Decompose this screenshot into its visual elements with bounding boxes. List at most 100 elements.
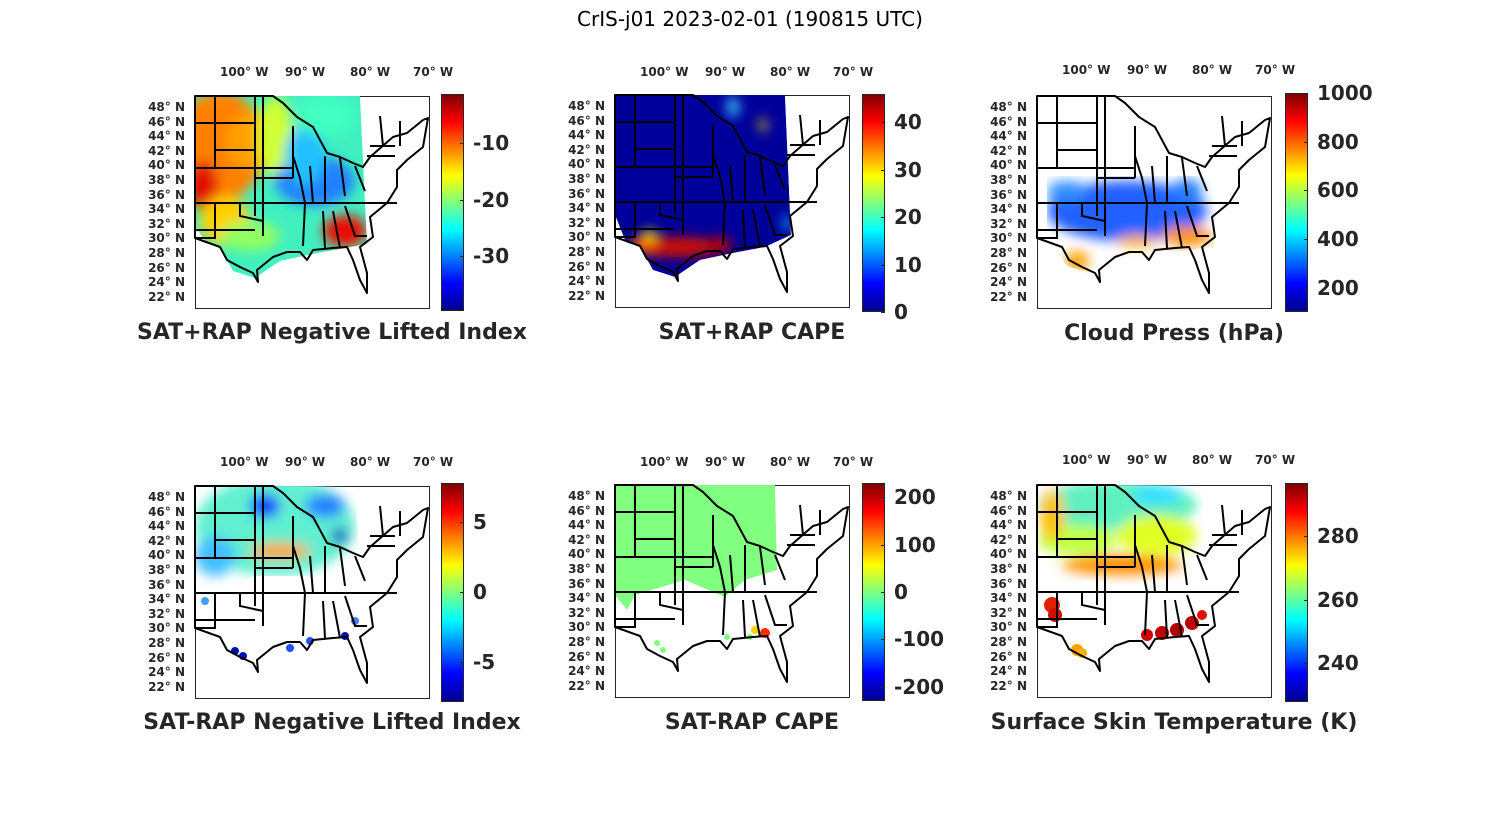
lat-tick-label: 26° N [568, 259, 605, 274]
state-border [1081, 592, 1106, 611]
colorbar-tick [1304, 599, 1308, 601]
lat-tick-label: 34° N [990, 591, 1027, 606]
data-blob [1047, 181, 1087, 201]
data-blob [295, 96, 355, 136]
lat-tick-label: 24° N [568, 664, 605, 679]
data-blob [323, 215, 367, 247]
lat-tick-label: 32° N [568, 215, 605, 230]
map-plot [1036, 95, 1271, 294]
state-border [774, 164, 786, 191]
state-border [339, 547, 346, 587]
lat-tick-label: 32° N [148, 216, 185, 231]
lat-tick-label: 36° N [568, 576, 605, 591]
lat-tick-label: 30° N [568, 230, 605, 245]
lat-tick-label: 44° N [148, 129, 185, 144]
panel-title: SAT+RAP CAPE [658, 320, 846, 345]
state-border [339, 157, 346, 197]
lat-tick-label: 38° N [568, 562, 605, 576]
lat-tick-label: 34° N [990, 202, 1027, 217]
colorbar [862, 94, 885, 312]
lat-tick-label: 40° N [990, 158, 1027, 173]
state-border [239, 203, 264, 222]
lat-tick-label: 30° N [568, 620, 605, 635]
state-border [1164, 210, 1168, 249]
data-blob [332, 528, 348, 544]
data-point [201, 597, 209, 605]
state-border [195, 593, 216, 629]
state-border [1151, 554, 1156, 593]
lon-tick-label: 100° W [640, 65, 689, 79]
state-border [1081, 203, 1106, 222]
state-border [332, 210, 341, 249]
lat-tick-label: 28° N [568, 245, 605, 259]
colorbar-tick [881, 122, 885, 124]
lon-tick-label: 100° W [220, 65, 269, 79]
lat-tick-label: 42° N [568, 532, 605, 547]
lat-tick-label: 26° N [148, 260, 185, 275]
state-border [712, 515, 726, 593]
lat-tick-label: 22° N [990, 289, 1027, 304]
state-border [1221, 115, 1226, 147]
lon-tick-label: 90° W [285, 65, 326, 79]
state-border [1174, 210, 1183, 249]
data-point [1141, 629, 1153, 641]
data-blob [285, 126, 325, 186]
data-blob [708, 237, 732, 253]
lat-tick-label: 46° N [990, 114, 1027, 129]
lon-tick-label: 80° W [1192, 63, 1233, 77]
state-border [322, 600, 326, 639]
colorbar-tick [881, 264, 885, 266]
map-axes [1036, 484, 1272, 698]
data-blob [1040, 490, 1064, 540]
state-border [712, 125, 726, 203]
data-blob [783, 215, 791, 231]
data-blob [727, 97, 739, 117]
colorbar-tick-label: 400 [1317, 227, 1359, 251]
data-field [1037, 485, 1197, 575]
colorbar-tick-label: -100 [894, 627, 945, 652]
panel-title: Cloud Press (hPa) [1064, 321, 1284, 346]
state-border [759, 546, 766, 586]
lat-tick-label: 40° N [990, 547, 1027, 562]
lat-tick-label: 32° N [148, 606, 185, 621]
state-border [239, 593, 264, 612]
state-border [764, 594, 787, 626]
lat-tick-label: 44° N [568, 128, 605, 143]
lat-tick-label: 46° N [148, 504, 185, 519]
lon-tick-label: 100° W [640, 455, 689, 469]
lon-tick-label: 90° W [705, 455, 746, 469]
colorbar-tick [881, 639, 885, 641]
lat-tick-label: 26° N [990, 260, 1027, 275]
lat-tick-label: 36° N [990, 187, 1027, 202]
colorbar [1285, 93, 1308, 312]
data-field [615, 95, 791, 277]
state-border [1037, 592, 1058, 628]
data-point [660, 647, 666, 653]
state-border [195, 203, 216, 239]
map-axes [614, 94, 850, 308]
state-border [722, 591, 726, 636]
state-border [1186, 594, 1209, 626]
colorbar-tick-label: 260 [1317, 587, 1359, 612]
lat-tick-label: 22° N [568, 288, 605, 303]
lat-tick-label: 26° N [568, 649, 605, 664]
lat-tick-label: 46° N [568, 503, 605, 518]
lat-tick-label: 38° N [568, 172, 605, 186]
lon-tick-label: 70° W [413, 65, 454, 79]
colorbar-tick-label: 200 [894, 485, 936, 510]
lat-tick-label: 48° N [568, 99, 605, 113]
colorbar-tick-label: 5 [473, 510, 487, 535]
lat-tick-label: 38° N [148, 173, 185, 187]
lat-tick-label: 24° N [990, 275, 1027, 290]
lat-tick-label: 26° N [148, 650, 185, 665]
lon-tick-label: 70° W [1255, 453, 1296, 467]
state-border [742, 599, 746, 638]
map-plot [1036, 484, 1271, 683]
data-point [751, 626, 759, 634]
data-field [195, 486, 355, 576]
state-border [722, 201, 726, 246]
lat-tick-label: 32° N [568, 605, 605, 620]
state-border [759, 156, 766, 196]
figure-title: CrIS-j01 2023-02-01 (190815 UTC) [577, 7, 923, 31]
colorbar-tick [1304, 287, 1308, 289]
